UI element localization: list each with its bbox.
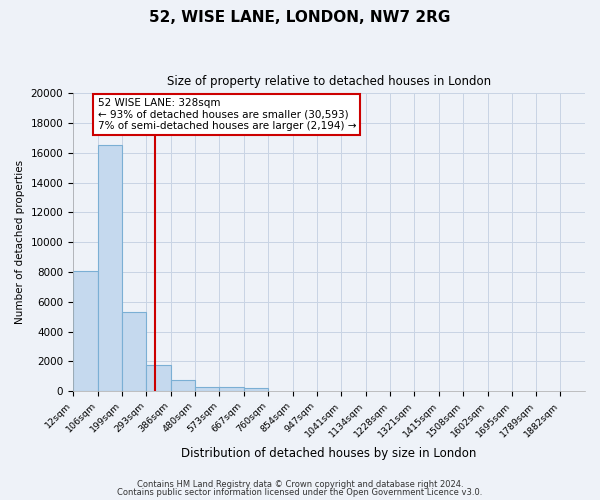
Text: Contains HM Land Registry data © Crown copyright and database right 2024.: Contains HM Land Registry data © Crown c… <box>137 480 463 489</box>
Bar <box>244 388 268 391</box>
Bar <box>170 380 195 391</box>
Text: 52 WISE LANE: 328sqm
← 93% of detached houses are smaller (30,593)
7% of semi-de: 52 WISE LANE: 328sqm ← 93% of detached h… <box>98 98 356 131</box>
Bar <box>73 270 98 391</box>
Bar <box>219 388 244 391</box>
Bar <box>98 146 122 391</box>
Title: Size of property relative to detached houses in London: Size of property relative to detached ho… <box>167 75 491 88</box>
Text: Contains public sector information licensed under the Open Government Licence v3: Contains public sector information licen… <box>118 488 482 497</box>
Bar <box>146 365 171 391</box>
Bar <box>122 312 146 391</box>
Y-axis label: Number of detached properties: Number of detached properties <box>15 160 25 324</box>
X-axis label: Distribution of detached houses by size in London: Distribution of detached houses by size … <box>181 447 477 460</box>
Text: 52, WISE LANE, LONDON, NW7 2RG: 52, WISE LANE, LONDON, NW7 2RG <box>149 10 451 25</box>
Bar <box>195 386 220 391</box>
